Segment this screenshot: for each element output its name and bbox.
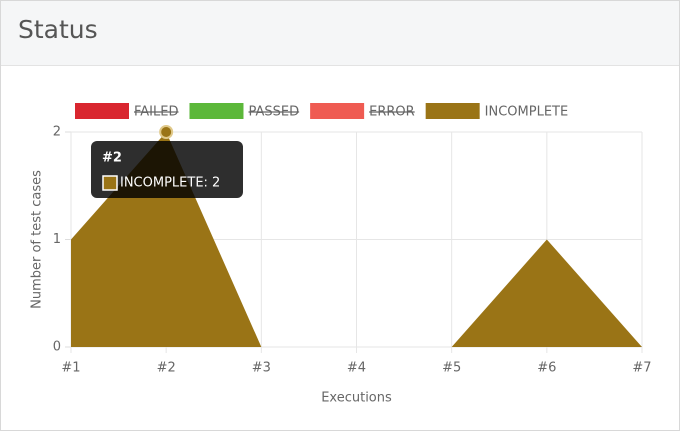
legend-swatch	[310, 103, 365, 119]
hover-point	[159, 125, 174, 139]
legend-swatch	[189, 103, 244, 119]
tooltip: #2 INCOMPLETE: 2	[91, 141, 243, 198]
x-tick-label: #2	[157, 361, 176, 376]
panel-header: Status	[1, 1, 679, 66]
y-tick-label: 2	[53, 125, 61, 140]
tooltip-box	[91, 141, 243, 198]
x-tick-label: #6	[537, 361, 556, 376]
panel-title: Status	[18, 15, 98, 44]
tooltip-swatch	[102, 175, 118, 191]
x-tick-label: #1	[61, 361, 80, 376]
x-tick-label: #7	[632, 361, 651, 376]
x-axis-label: Executions	[321, 391, 392, 406]
tooltip-title: #2	[102, 151, 122, 166]
legend-swatch	[425, 103, 480, 119]
x-tick-label: #3	[252, 361, 271, 376]
y-tick-label: 1	[53, 232, 61, 247]
y-axis-label: Number of test cases	[30, 170, 45, 309]
y-tick-label: 0	[53, 340, 61, 355]
x-tick-label: #5	[442, 361, 461, 376]
legend-label: INCOMPLETE	[485, 105, 569, 120]
tooltip-label: INCOMPLETE: 2	[120, 176, 220, 191]
legend-swatch	[75, 103, 129, 119]
area	[71, 132, 642, 347]
x-tick-label: #4	[347, 361, 366, 376]
